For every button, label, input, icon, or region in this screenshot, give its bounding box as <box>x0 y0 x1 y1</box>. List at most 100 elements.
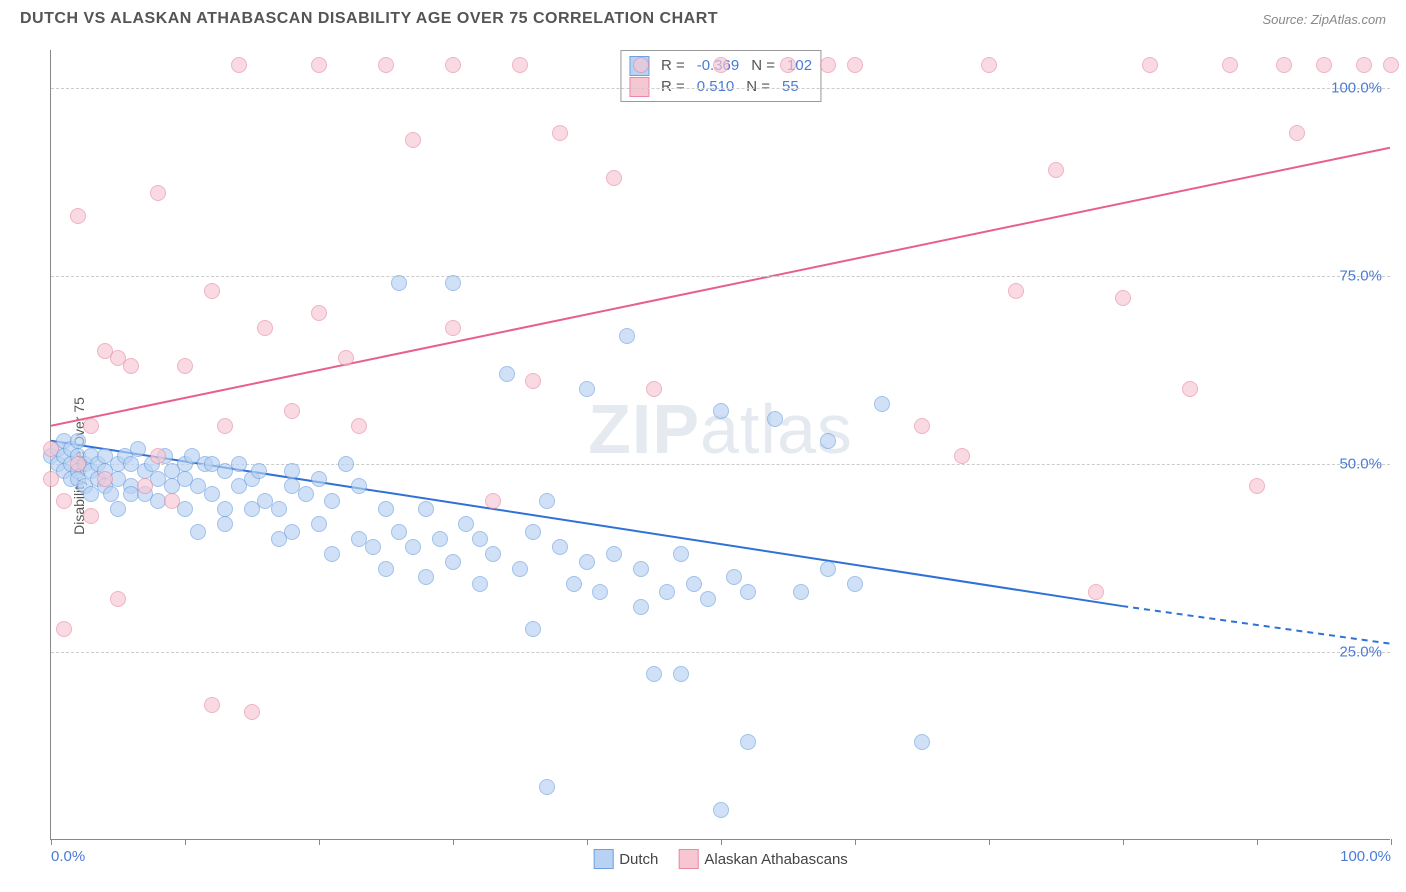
data-point-athabascan <box>1356 57 1372 73</box>
data-point-athabascan <box>1249 478 1265 494</box>
data-point-athabascan <box>257 320 273 336</box>
data-point-dutch <box>767 411 783 427</box>
data-point-athabascan <box>204 697 220 713</box>
bottom-legend-swatch-athabascan <box>678 849 698 869</box>
data-point-athabascan <box>1142 57 1158 73</box>
data-point-athabascan <box>137 478 153 494</box>
data-point-dutch <box>619 328 635 344</box>
bottom-legend-label-dutch: Dutch <box>619 851 658 868</box>
data-point-dutch <box>566 576 582 592</box>
data-point-athabascan <box>43 471 59 487</box>
data-point-dutch <box>686 576 702 592</box>
watermark: ZIPatlas <box>588 389 853 469</box>
data-point-dutch <box>539 779 555 795</box>
data-point-dutch <box>445 275 461 291</box>
data-point-dutch <box>512 561 528 577</box>
data-point-dutch <box>324 546 340 562</box>
data-point-athabascan <box>445 57 461 73</box>
data-point-dutch <box>418 569 434 585</box>
data-point-dutch <box>592 584 608 600</box>
data-point-athabascan <box>1289 125 1305 141</box>
x-tick <box>185 839 186 845</box>
data-point-dutch <box>847 576 863 592</box>
data-point-athabascan <box>164 493 180 509</box>
data-point-dutch <box>418 501 434 517</box>
data-point-dutch <box>311 516 327 532</box>
data-point-dutch <box>311 471 327 487</box>
x-tick <box>51 839 52 845</box>
data-point-athabascan <box>646 381 662 397</box>
data-point-dutch <box>445 554 461 570</box>
data-point-dutch <box>103 486 119 502</box>
data-point-athabascan <box>56 621 72 637</box>
data-point-dutch <box>391 524 407 540</box>
data-point-dutch <box>740 734 756 750</box>
data-point-dutch <box>700 591 716 607</box>
data-point-dutch <box>673 546 689 562</box>
legend-n-label: N = <box>746 76 770 97</box>
legend-r-label: R = <box>661 55 685 76</box>
data-point-athabascan <box>351 418 367 434</box>
data-point-dutch <box>432 531 448 547</box>
source-label: Source: ZipAtlas.com <box>1262 12 1386 27</box>
data-point-dutch <box>606 546 622 562</box>
bottom-legend-item-athabascan: Alaskan Athabascans <box>678 849 847 869</box>
legend-r-label: R = <box>661 76 685 97</box>
data-point-athabascan <box>43 441 59 457</box>
data-point-athabascan <box>405 132 421 148</box>
data-point-athabascan <box>70 208 86 224</box>
data-point-dutch <box>378 561 394 577</box>
data-point-athabascan <box>231 57 247 73</box>
x-tick-label: 100.0% <box>1340 848 1391 865</box>
bottom-legend-label-athabascan: Alaskan Athabascans <box>704 851 847 868</box>
x-tick <box>989 839 990 845</box>
data-point-athabascan <box>914 418 930 434</box>
legend-swatch-athabascan <box>629 77 649 97</box>
data-point-dutch <box>391 275 407 291</box>
data-point-dutch <box>579 554 595 570</box>
data-point-athabascan <box>97 471 113 487</box>
x-tick <box>1123 839 1124 845</box>
data-point-dutch <box>499 366 515 382</box>
data-point-dutch <box>365 539 381 555</box>
x-tick <box>1257 839 1258 845</box>
data-point-athabascan <box>633 57 649 73</box>
chart-title: DUTCH VS ALASKAN ATHABASCAN DISABILITY A… <box>20 10 718 28</box>
data-point-athabascan <box>1222 57 1238 73</box>
bottom-legend-item-dutch: Dutch <box>593 849 658 869</box>
data-point-dutch <box>673 666 689 682</box>
x-tick <box>721 839 722 845</box>
data-point-athabascan <box>204 283 220 299</box>
data-point-athabascan <box>244 704 260 720</box>
x-tick <box>319 839 320 845</box>
gridline <box>51 276 1390 277</box>
data-point-athabascan <box>110 591 126 607</box>
data-point-athabascan <box>150 448 166 464</box>
data-point-dutch <box>284 463 300 479</box>
data-point-athabascan <box>512 57 528 73</box>
data-point-athabascan <box>847 57 863 73</box>
data-point-dutch <box>217 516 233 532</box>
data-point-athabascan <box>123 358 139 374</box>
data-point-dutch <box>820 433 836 449</box>
data-point-dutch <box>351 478 367 494</box>
watermark-bold: ZIP <box>588 390 700 468</box>
data-point-athabascan <box>217 418 233 434</box>
data-point-dutch <box>110 501 126 517</box>
series-legend: Dutch Alaskan Athabascans <box>593 849 848 869</box>
data-point-dutch <box>458 516 474 532</box>
data-point-dutch <box>633 561 649 577</box>
data-point-athabascan <box>954 448 970 464</box>
data-point-athabascan <box>284 403 300 419</box>
data-point-athabascan <box>1008 283 1024 299</box>
x-tick <box>587 839 588 845</box>
x-tick <box>1391 839 1392 845</box>
data-point-dutch <box>659 584 675 600</box>
data-point-athabascan <box>713 57 729 73</box>
data-point-athabascan <box>606 170 622 186</box>
data-point-athabascan <box>177 358 193 374</box>
data-point-athabascan <box>1048 162 1064 178</box>
watermark-light: atlas <box>700 390 853 468</box>
data-point-dutch <box>190 524 206 540</box>
trend-lines <box>51 50 1390 839</box>
